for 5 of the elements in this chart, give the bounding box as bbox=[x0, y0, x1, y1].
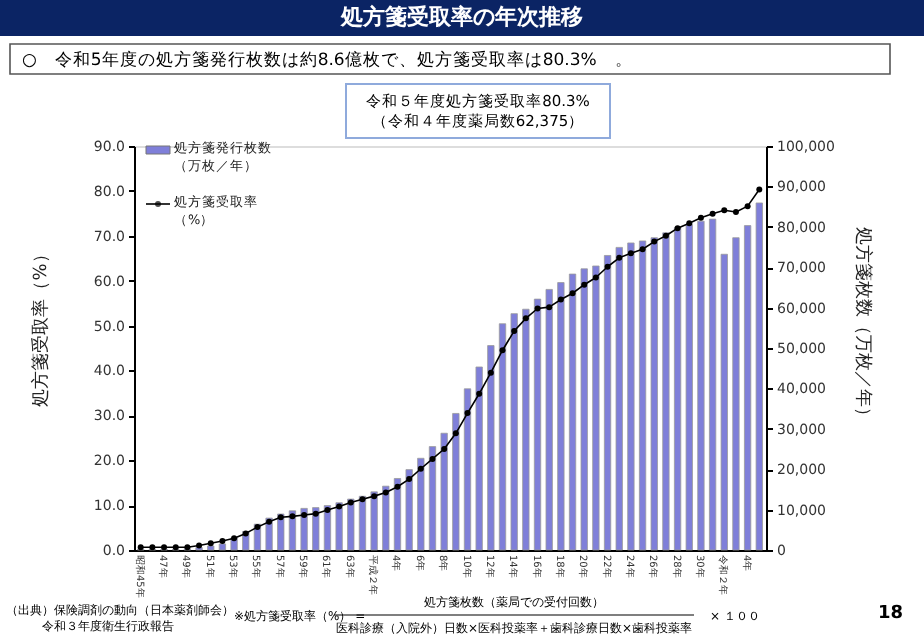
y2-axis-title: 処方箋枚数（万枚／年） bbox=[852, 227, 874, 425]
y-axis-title: 処方箋受取率（%） bbox=[30, 245, 52, 407]
chart-subtitle: ○ 令和5年度の処方箋発行枚数は約8.6億枚で、処方箋受取率は80.3% 。 bbox=[22, 49, 633, 71]
text: 18 bbox=[878, 604, 904, 624]
chart-title: 処方箋受取率の年次推移 bbox=[339, 4, 583, 30]
